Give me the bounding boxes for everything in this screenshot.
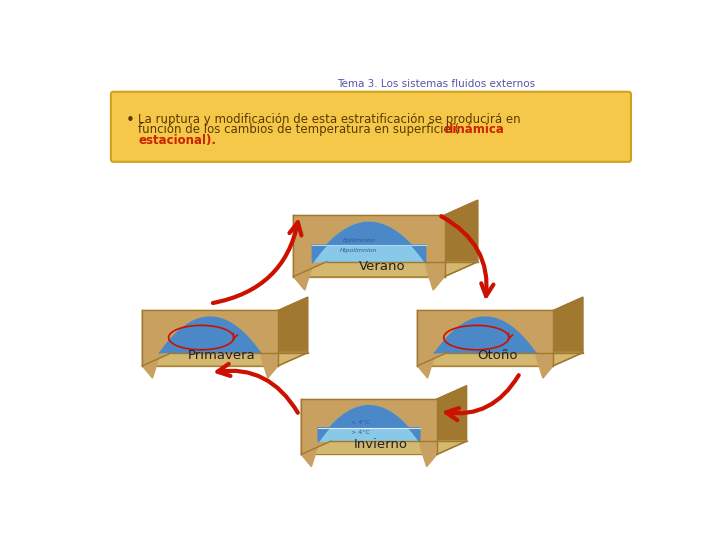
Polygon shape (278, 297, 307, 366)
Text: Invierno: Invierno (354, 437, 408, 450)
Polygon shape (143, 310, 159, 378)
Polygon shape (301, 399, 437, 455)
Text: Epilimnion: Epilimnion (343, 238, 376, 242)
Text: dinámica: dinámica (444, 123, 504, 136)
Text: < 4°C: < 4°C (351, 420, 369, 426)
Polygon shape (143, 353, 307, 366)
Polygon shape (437, 386, 467, 455)
Text: función de los cambios de temperatura en superficie (: función de los cambios de temperatura en… (138, 123, 459, 136)
Text: estacional).: estacional). (138, 134, 216, 147)
Polygon shape (418, 353, 583, 366)
Polygon shape (553, 297, 583, 366)
Polygon shape (434, 317, 536, 354)
Text: Primavera: Primavera (188, 349, 256, 362)
Polygon shape (444, 200, 478, 276)
Polygon shape (301, 399, 318, 467)
Polygon shape (159, 317, 261, 354)
Polygon shape (418, 310, 553, 366)
Polygon shape (294, 262, 478, 276)
Text: •: • (126, 112, 135, 127)
Polygon shape (426, 215, 444, 290)
FancyBboxPatch shape (111, 92, 631, 162)
Polygon shape (420, 399, 437, 467)
Polygon shape (301, 441, 467, 455)
Polygon shape (261, 310, 278, 378)
Polygon shape (312, 222, 426, 263)
Text: La ruptura y modificación de esta estratificación se producirá en: La ruptura y modificación de esta estrat… (138, 112, 521, 125)
Polygon shape (312, 222, 426, 263)
Text: Tema 3. Los sistemas fluidos externos: Tema 3. Los sistemas fluidos externos (337, 79, 535, 89)
Polygon shape (294, 215, 312, 290)
Text: > 4°C: > 4°C (351, 430, 369, 435)
Polygon shape (418, 310, 434, 378)
Text: Verano: Verano (359, 260, 405, 273)
Polygon shape (294, 215, 444, 276)
Polygon shape (536, 310, 553, 378)
Text: Otoño: Otoño (477, 349, 518, 362)
Polygon shape (318, 406, 420, 442)
Polygon shape (143, 310, 278, 366)
Polygon shape (318, 406, 420, 442)
Text: Hipolimnion: Hipolimnion (341, 247, 378, 253)
